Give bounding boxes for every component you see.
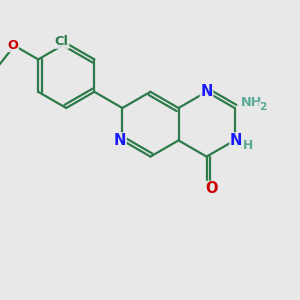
Text: NH: NH [240, 96, 262, 109]
Text: N: N [230, 133, 242, 148]
Text: Cl: Cl [55, 35, 69, 48]
Text: O: O [206, 182, 218, 196]
Text: 2: 2 [259, 102, 266, 112]
Text: O: O [8, 38, 18, 52]
Text: N: N [114, 133, 126, 148]
Text: H: H [243, 139, 253, 152]
Text: N: N [200, 84, 213, 99]
